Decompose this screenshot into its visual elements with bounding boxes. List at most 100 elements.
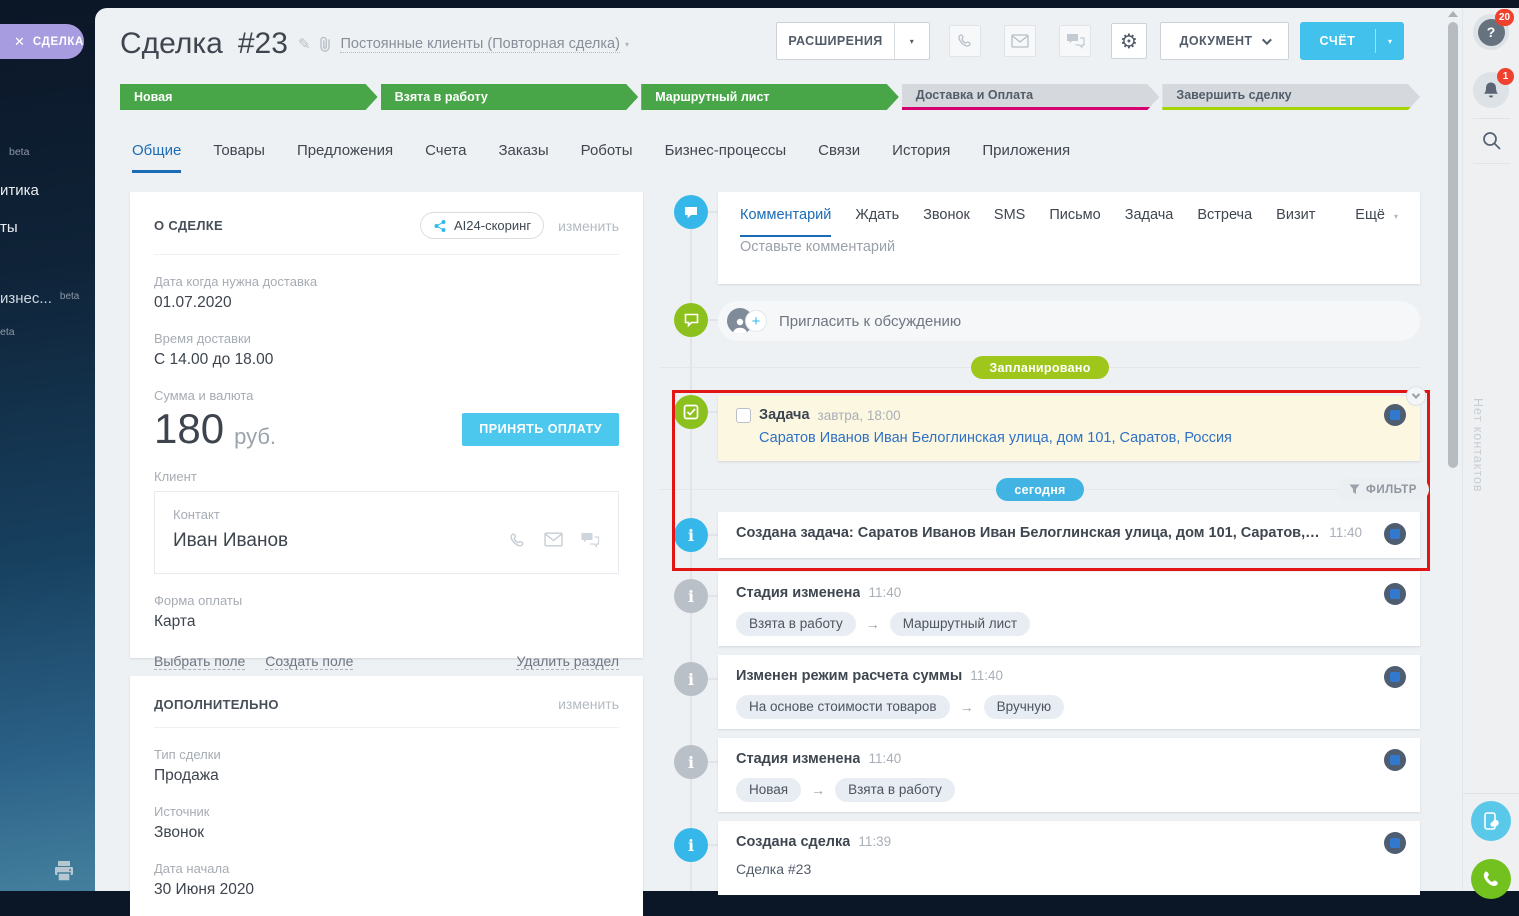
timeline-composer-card: Комментарий Ждать Звонок SMS Письмо Зада… [718, 192, 1420, 284]
timeline-entry-created-task[interactable]: Создана задача: Саратов Иванов Иван Бело… [718, 512, 1420, 558]
phone-icon[interactable] [509, 532, 527, 550]
extensions-caret-icon[interactable]: ▾ [909, 36, 915, 46]
deal-header: Сделка #23 ✎ Постоянные клиенты (Повторн… [120, 27, 629, 61]
molecule-icon [434, 219, 446, 232]
sidebar-item-contacts-clipped[interactable]: ты [0, 219, 18, 236]
extensions-button[interactable]: РАСШИРЕНИЯ ▾ [776, 22, 930, 60]
extra-card: ДОПОЛНИТЕЛЬНО изменить Тип сделки Продаж… [130, 676, 643, 916]
tab-call[interactable]: Звонок [923, 207, 970, 223]
collapse-chevron-button[interactable] [1406, 386, 1426, 406]
chat-button[interactable] [1059, 25, 1091, 57]
call-button[interactable] [949, 25, 981, 57]
tab-wait[interactable]: Ждать [855, 207, 900, 223]
tab-apps[interactable]: Приложения [982, 142, 1071, 159]
edit-pencil-icon[interactable]: ✎ [297, 36, 311, 53]
comment-input[interactable]: Оставьте комментарий [740, 239, 896, 255]
tab-visit[interactable]: Визит [1276, 207, 1316, 223]
tab-meeting[interactable]: Встреча [1197, 207, 1253, 223]
tab-orders[interactable]: Заказы [498, 142, 549, 159]
field-delivery-date: Дата когда нужна доставка 01.07.2020 [154, 274, 318, 311]
stage-to-pill: Маршрутный лист [889, 612, 1031, 636]
settings-gear-button[interactable]: ⚙ [1111, 23, 1147, 59]
timeline-entry-stage-changed[interactable]: Стадия изменена 11:40 Взята в работу → М… [718, 572, 1420, 646]
printer-icon[interactable] [52, 860, 76, 882]
envelope-icon[interactable] [544, 532, 563, 547]
today-separator: сегодня [660, 478, 1420, 501]
document-button[interactable]: ДОКУМЕНТ [1160, 22, 1289, 60]
deal-number: #23 [237, 27, 288, 60]
notifications-button[interactable] [1473, 72, 1509, 108]
select-field-link[interactable]: Выбрать поле [154, 653, 246, 670]
paperclip-icon[interactable] [318, 36, 332, 52]
right-toolbar: ? 20 1 [1462, 8, 1519, 899]
planned-separator: Запланировано [660, 356, 1420, 379]
tab-sms[interactable]: SMS [993, 207, 1026, 223]
edit-extra-link[interactable]: изменить [558, 696, 619, 712]
tab-robots[interactable]: Роботы [580, 142, 633, 159]
tab-products[interactable]: Товары [213, 142, 265, 159]
tab-quotes[interactable]: Предложения [296, 142, 394, 159]
stage-new[interactable]: Новая [120, 84, 378, 110]
invite-to-discussion[interactable]: + Пригласить к обсуждению [718, 301, 1420, 341]
field-deal-type: Тип сделки Продажа [154, 747, 221, 784]
tab-history[interactable]: История [892, 142, 951, 159]
add-user-icon[interactable]: + [745, 310, 767, 332]
task-checkbox[interactable] [736, 407, 751, 423]
stage-in-progress[interactable]: Взята в работу [381, 84, 639, 110]
tab-relations[interactable]: Связи [818, 142, 861, 159]
chevron-down-icon[interactable]: ▾ [624, 39, 629, 49]
email-button[interactable] [1004, 25, 1036, 57]
phone-handset-icon [1483, 871, 1498, 886]
stage-from-pill: Взята в работу [736, 612, 856, 636]
tab-comment[interactable]: Комментарий [740, 207, 832, 237]
tab-letter[interactable]: Письмо [1049, 207, 1101, 223]
mobile-app-button[interactable] [1471, 801, 1511, 841]
task-check-icon [674, 395, 708, 429]
close-icon[interactable]: ✕ [14, 34, 25, 49]
contact-name[interactable]: Иван Иванов [173, 530, 289, 551]
gear-icon: ⚙ [1120, 30, 1138, 53]
deal-stage-bar: Новая Взята в работу Маршрутный лист Дос… [120, 84, 1420, 110]
stage-close-deal[interactable]: Завершить сделку [1162, 84, 1420, 110]
deal-category-link[interactable]: Постоянные клиенты (Повторная сделка) [340, 35, 620, 53]
about-deal-card: О СДЕЛКЕ AI24-скоринг изменить Дата когд… [130, 192, 643, 670]
tab-general[interactable]: Общие [132, 142, 182, 173]
scrollbar-thumb[interactable] [1448, 22, 1458, 468]
invoice-button[interactable]: СЧЁТ ▾ [1300, 22, 1404, 60]
deal-created-subtitle: Сделка #23 [736, 861, 812, 877]
timeline-entry-stage-changed[interactable]: Стадия изменена 11:40 Новая → Взята в ра… [718, 738, 1420, 812]
tab-task[interactable]: Задача [1124, 207, 1174, 223]
create-field-link[interactable]: Создать поле [265, 653, 354, 670]
tab-invoices[interactable]: Счета [425, 142, 467, 159]
mode-to-pill: Вручную [983, 695, 1065, 719]
slideover-label: СДЕЛКА [32, 35, 84, 48]
comment-icon [674, 195, 708, 229]
avatar [1384, 404, 1406, 426]
task-address-link[interactable]: Саратов Иванов Иван Белоглинская улица, … [759, 430, 1232, 446]
avatar [1384, 832, 1406, 854]
invoice-caret-icon[interactable]: ▾ [1387, 36, 1392, 46]
accept-payment-button[interactable]: ПРИНЯТЬ ОПЛАТУ [462, 412, 619, 446]
bell-icon [1484, 82, 1498, 97]
beta-badge: beta [59, 291, 80, 302]
edit-about-link[interactable]: изменить [558, 217, 619, 234]
sidebar-item-analytics-clipped[interactable]: итика [0, 182, 39, 199]
timeline-entry-calc-mode[interactable]: Изменен режим расчета суммы 11:40 На осн… [718, 655, 1420, 729]
slideover-deal-pill[interactable]: ✕ СДЕЛКА [0, 24, 84, 59]
search-icon[interactable] [1481, 130, 1502, 151]
sidebar-item-business-clipped[interactable]: изнес... beta [0, 290, 80, 307]
field-amount: Сумма и валюта 180 руб. ПРИНЯТЬ ОПЛАТУ [154, 388, 619, 450]
tab-more[interactable]: Ещё ▾ [1355, 207, 1398, 223]
task-card[interactable]: Задача завтра, 18:00 Саратов Иванов Иван… [718, 396, 1420, 461]
delete-section-link[interactable]: Удалить раздел [516, 653, 619, 670]
stage-delivery-payment[interactable]: Доставка и Оплата [902, 84, 1160, 110]
avatar [1384, 666, 1406, 688]
stage-route-sheet[interactable]: Маршрутный лист [641, 84, 899, 110]
scrollbar-up-arrow[interactable] [1448, 11, 1458, 17]
ai-scoring-button[interactable]: AI24-скоринг [420, 212, 545, 239]
timeline-entry-deal-created[interactable]: Создана сделка 11:39 Сделка #23 [718, 821, 1420, 895]
chat-bubbles-icon[interactable] [580, 532, 600, 548]
filter-button[interactable]: ФИЛЬТР [1337, 478, 1429, 501]
telephony-call-button[interactable] [1471, 859, 1511, 899]
tab-business-processes[interactable]: Бизнес-процессы [664, 142, 787, 159]
